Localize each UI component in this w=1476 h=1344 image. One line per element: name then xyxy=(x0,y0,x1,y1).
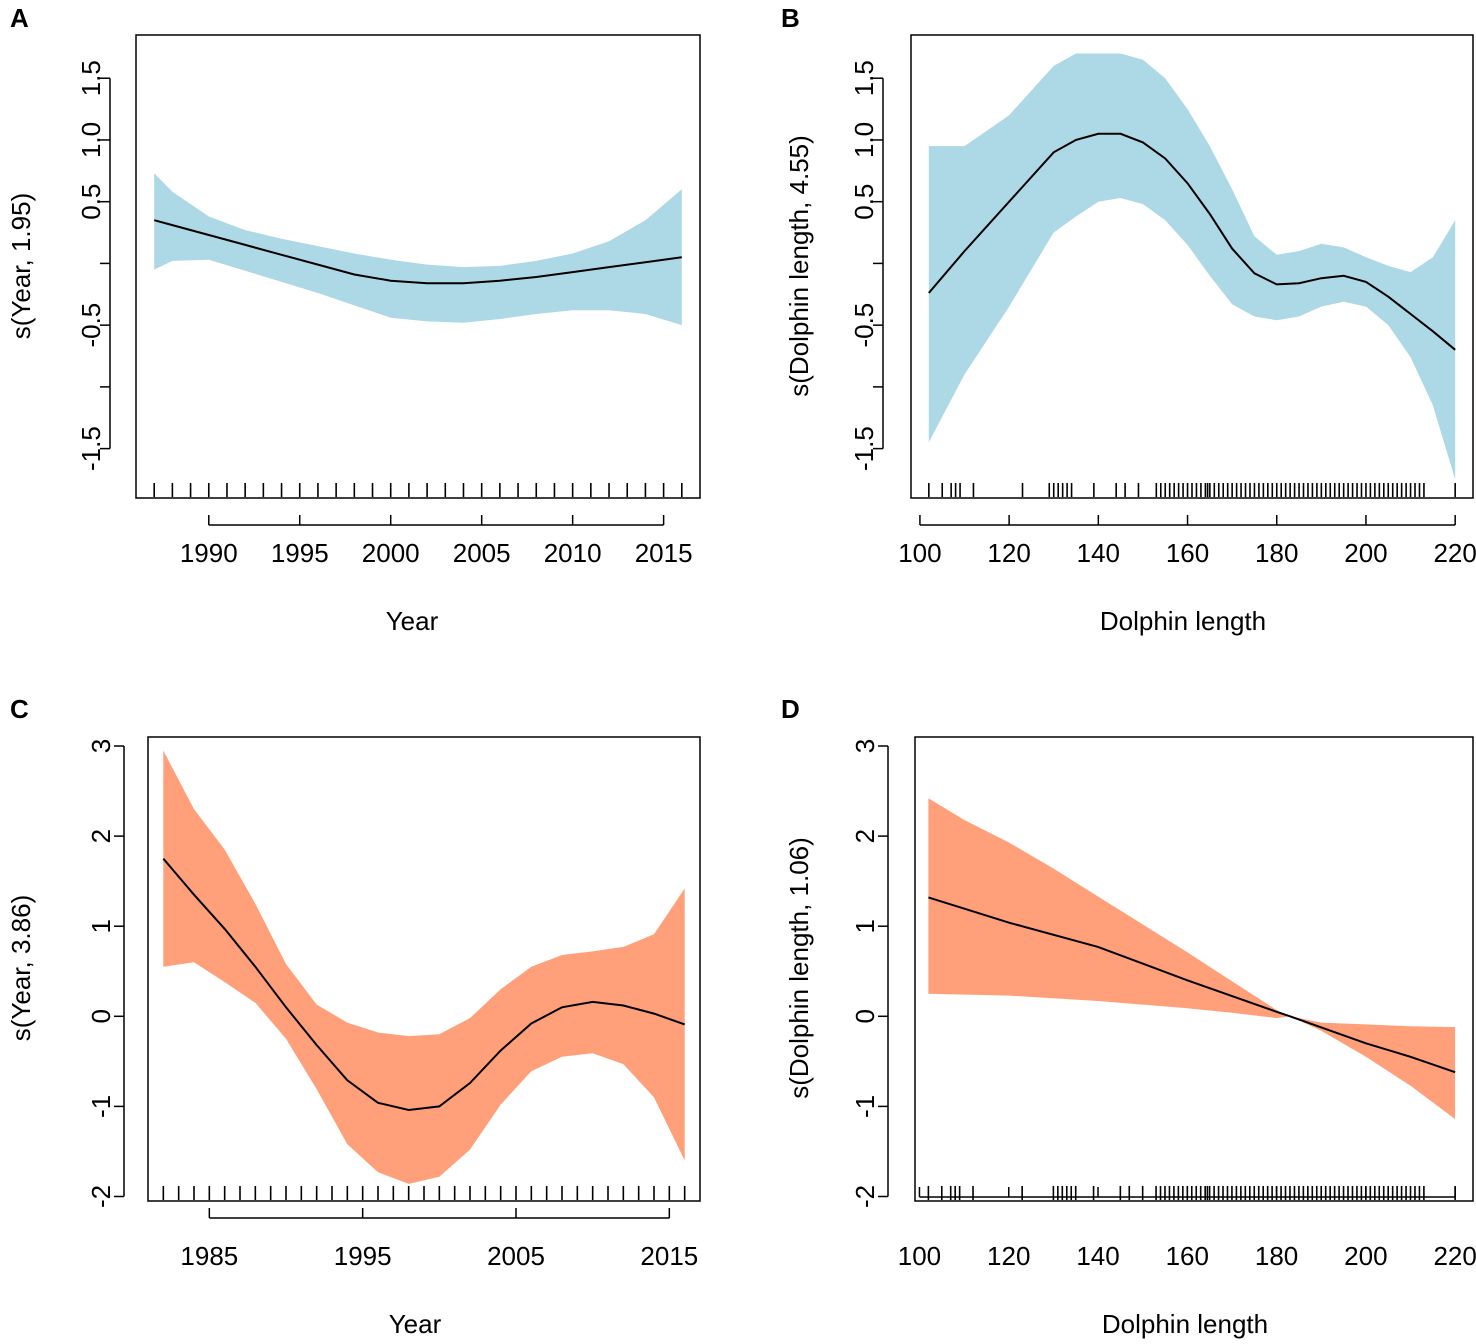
x-tick-label: 120 xyxy=(987,1241,1030,1271)
y-tick-label: 1.0 xyxy=(849,122,879,158)
fit-line-path xyxy=(928,132,1456,351)
x-tick-label: 100 xyxy=(898,538,941,568)
y-tick-label: -2 xyxy=(86,1185,116,1208)
plot-frame xyxy=(135,34,701,499)
x-tick-label: 1995 xyxy=(334,1241,392,1271)
panel-a: A 1990 1995 2000 2005 2010 2015 -1.5 -0.5 0.5 1.… xyxy=(6,3,701,636)
confidence-band-area xyxy=(163,750,685,1184)
x-tick-label: 180 xyxy=(1255,1241,1298,1271)
x-tick-label: 2015 xyxy=(640,1241,698,1271)
plot-frame xyxy=(914,736,1474,1202)
plot-frame xyxy=(910,34,1474,499)
panel-letter: D xyxy=(781,694,800,724)
x-tick-label: 180 xyxy=(1255,538,1298,568)
x-axis-title: Year xyxy=(386,606,439,636)
x-tick-label: 140 xyxy=(1077,538,1120,568)
x-tick-label: 160 xyxy=(1166,538,1209,568)
x-tick-label: 2015 xyxy=(635,538,693,568)
x-tick-label: 220 xyxy=(1433,538,1476,568)
x-axis-title: Dolphin length xyxy=(1102,1309,1268,1339)
x-tick-label: 2005 xyxy=(453,538,511,568)
confidence-band xyxy=(928,798,1456,1119)
y-tick-label: 1 xyxy=(86,919,116,933)
y-tick-label: -2 xyxy=(850,1185,880,1208)
x-tick-label: 200 xyxy=(1344,538,1387,568)
x-tick-label: 100 xyxy=(898,1241,941,1271)
confidence-band xyxy=(154,173,682,326)
x-tick-label: 1995 xyxy=(271,538,329,568)
x-axis-title: Dolphin length xyxy=(1100,606,1266,636)
y-tick-label: -0.5 xyxy=(849,303,879,348)
x-tick-label: 1990 xyxy=(180,538,238,568)
confidence-band xyxy=(163,750,685,1184)
rug-marks xyxy=(153,483,683,497)
x-axis: 100 120 140 160 180 200 220 xyxy=(898,515,1476,568)
x-axis: 1990 1995 2000 2005 2010 2015 xyxy=(180,515,693,568)
fit-line xyxy=(928,132,1456,351)
y-tick-label: 0.5 xyxy=(849,184,879,220)
fit-line xyxy=(928,896,1456,1074)
y-tick-label: 0 xyxy=(86,1009,116,1023)
y-axis-title: s(Year, 3.86) xyxy=(6,895,36,1041)
y-tick-label: -1 xyxy=(86,1095,116,1118)
y-tick-label: 2 xyxy=(86,829,116,843)
fit-line-path xyxy=(153,219,682,285)
y-tick-label: 1.5 xyxy=(76,60,106,96)
rug-marks xyxy=(162,1186,686,1200)
y-tick-label: 3 xyxy=(850,739,880,753)
panel-b: B 100 120 140 160 180 200 220 -1.5 -0.5 0.5 1.0 1.… xyxy=(781,3,1476,636)
y-axis: -2 -1 0 1 2 3 xyxy=(86,739,125,1208)
rug-marks xyxy=(927,1186,1456,1200)
panel-letter: B xyxy=(781,3,800,33)
x-tick-label: 2005 xyxy=(487,1241,545,1271)
x-tick-label: 120 xyxy=(987,538,1030,568)
confidence-band xyxy=(928,53,1456,480)
y-tick-label: 1 xyxy=(850,919,880,933)
y-tick-label: -0.5 xyxy=(76,303,106,348)
x-axis: 100 120 140 160 180 200 220 xyxy=(898,1187,1476,1271)
y-axis: -2 -1 0 1 2 3 xyxy=(850,739,889,1208)
y-tick-label: 2 xyxy=(850,829,880,843)
y-tick-label: 1.5 xyxy=(849,60,879,96)
fit-line xyxy=(153,219,682,285)
panel-d: D 100 120 140 160 180 200 220 -2 -1 0 1 2 3 Dolphin… xyxy=(781,694,1476,1339)
confidence-band-area xyxy=(154,173,682,326)
x-tick-label: 2000 xyxy=(362,538,420,568)
x-tick-label: 220 xyxy=(1433,1241,1476,1271)
fit-line xyxy=(162,857,686,1112)
y-tick-label: 0.5 xyxy=(76,184,106,220)
x-tick-label: 160 xyxy=(1166,1241,1209,1271)
y-axis-title: s(Year, 1.95) xyxy=(6,193,36,339)
x-tick-label: 1985 xyxy=(180,1241,238,1271)
fit-line-path xyxy=(928,896,1456,1074)
rug-marks xyxy=(928,483,1456,497)
y-tick-label: -1.5 xyxy=(849,426,879,471)
y-axis: -1.5 -0.5 0.5 1.0 1.5 xyxy=(849,60,884,471)
x-axis: 1985 1995 2005 2015 xyxy=(180,1208,698,1271)
panel-letter: A xyxy=(10,3,29,33)
y-axis-title: s(Dolphin length, 4.55) xyxy=(784,135,814,397)
x-tick-label: 200 xyxy=(1344,1241,1387,1271)
fit-line-path xyxy=(162,857,686,1112)
y-axis-title: s(Dolphin length, 1.06) xyxy=(784,837,814,1099)
confidence-band-area xyxy=(928,53,1456,480)
plot-frame xyxy=(147,736,701,1202)
y-tick-label: 0 xyxy=(850,1009,880,1023)
x-tick-label: 140 xyxy=(1076,1241,1119,1271)
y-tick-label: 1.0 xyxy=(76,122,106,158)
x-tick-label: 2010 xyxy=(544,538,602,568)
y-tick-label: -1 xyxy=(850,1095,880,1118)
y-tick-label: 3 xyxy=(86,739,116,753)
panel-letter: C xyxy=(10,694,29,724)
confidence-band-area xyxy=(928,798,1456,1119)
x-axis-title: Year xyxy=(389,1309,442,1339)
panel-c: C 1985 1995 2005 2015 -2 -1 0 1 2 3 Year s(Year,… xyxy=(6,694,701,1339)
y-tick-label: -1.5 xyxy=(76,426,106,471)
y-axis: -1.5 -0.5 0.5 1.0 1.5 xyxy=(76,60,111,471)
